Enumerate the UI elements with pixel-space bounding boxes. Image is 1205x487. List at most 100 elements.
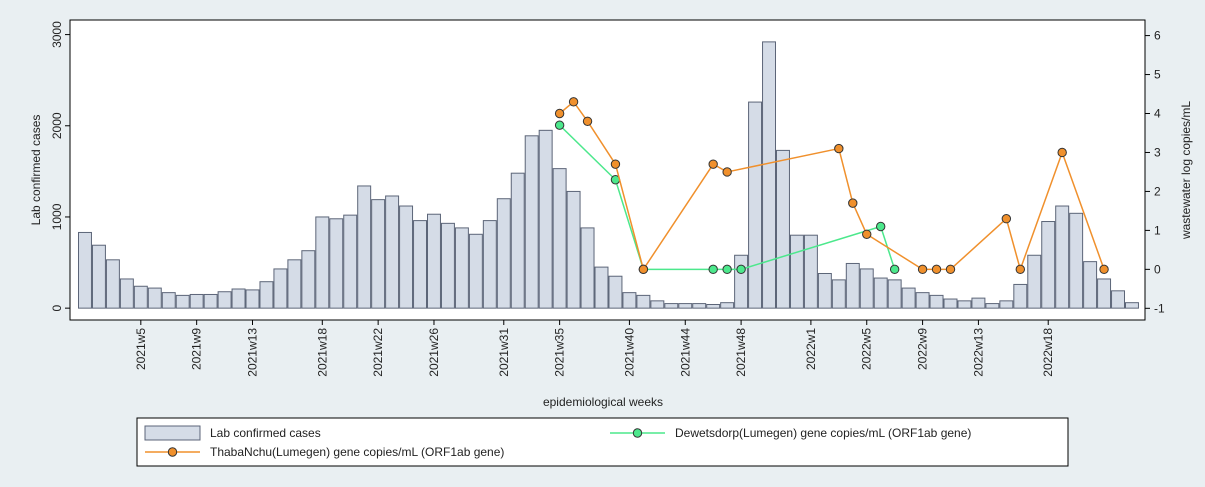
bar: [524, 135, 539, 309]
bar: [622, 292, 637, 309]
bar: [510, 172, 525, 309]
y2-tick-label: 6: [1154, 29, 1161, 43]
bar: [887, 279, 902, 309]
bar: [636, 294, 651, 309]
line-marker: [554, 108, 565, 119]
bar: [343, 214, 358, 309]
line-marker: [638, 264, 649, 275]
bar: [985, 303, 1000, 309]
legend-swatch: [144, 425, 201, 441]
y2-tick-label: 4: [1154, 107, 1161, 121]
line-segment: [1019, 152, 1063, 270]
bar: [748, 101, 763, 309]
bar: [692, 303, 707, 309]
bar: [1125, 302, 1139, 309]
bar: [552, 168, 567, 309]
line-marker: [1099, 264, 1109, 275]
bar: [161, 292, 176, 309]
bar: [427, 213, 441, 309]
line-segment: [726, 147, 839, 173]
bar: [385, 195, 400, 309]
x-tick-label: 2021w31: [497, 328, 511, 377]
bar: [329, 218, 344, 309]
y-axis-title: Lab confirmed cases: [29, 115, 43, 226]
line-marker: [862, 229, 872, 239]
bar: [482, 220, 497, 309]
line-marker: [708, 159, 718, 169]
bar: [608, 275, 623, 309]
y2-tick-label: 0: [1154, 262, 1161, 276]
x-tick-label: 2021w5: [134, 328, 148, 370]
bar: [873, 277, 888, 309]
bar: [1069, 212, 1084, 309]
bar: [217, 291, 232, 309]
bar: [720, 302, 735, 309]
x-tick-label: 2021w22: [371, 328, 385, 377]
y2-tick-label: 5: [1154, 68, 1161, 82]
bar: [301, 250, 316, 309]
bar: [273, 268, 288, 309]
bar: [78, 231, 92, 309]
y2-tick-label: 3: [1154, 145, 1161, 159]
line-marker: [582, 116, 593, 126]
bar: [538, 129, 553, 309]
line-segment: [559, 124, 616, 181]
line-segment: [852, 202, 868, 235]
bar: [845, 262, 860, 309]
line-marker: [722, 167, 732, 177]
bar: [915, 292, 930, 309]
bar: [859, 268, 874, 309]
line-segment: [1005, 218, 1022, 270]
line-marker: [708, 264, 718, 275]
bar: [943, 298, 958, 309]
line-segment: [642, 163, 714, 270]
legend-marker: [632, 428, 643, 438]
bar: [413, 220, 428, 309]
x-tick-label: 2022w13: [971, 328, 985, 377]
y2-axis-title: wastewater log copies/mL: [1179, 101, 1193, 240]
line-segment: [838, 148, 854, 204]
y2-tick-label: -1: [1154, 301, 1165, 315]
bar: [734, 254, 749, 309]
bar: [105, 259, 120, 309]
bar: [91, 244, 106, 309]
bar: [496, 198, 511, 309]
legend: [136, 417, 1069, 467]
bar: [776, 149, 790, 309]
bar: [1027, 254, 1042, 309]
x-tick-label: 2022w18: [1041, 328, 1055, 377]
x-axis-title: epidemiological weeks: [543, 395, 663, 409]
line-marker: [736, 264, 746, 275]
bar: [817, 272, 832, 309]
bar: [706, 303, 721, 309]
bar: [1111, 290, 1126, 309]
bar: [119, 278, 134, 309]
x-tick-label: 2021w44: [678, 328, 692, 377]
line-marker: [722, 264, 732, 275]
line-marker: [931, 264, 942, 275]
y2-tick-label: 1: [1154, 223, 1161, 237]
bar: [678, 303, 693, 309]
x-tick-label: 2021w26: [427, 328, 441, 377]
line-marker: [834, 143, 844, 154]
bar: [287, 259, 302, 309]
line-segment: [740, 225, 881, 271]
line-segment: [614, 163, 645, 270]
y-tick-label: 1000: [50, 203, 64, 230]
bar: [929, 294, 944, 309]
bar: [650, 300, 665, 309]
bar: [315, 216, 330, 309]
bar: [133, 285, 148, 309]
bar: [468, 233, 483, 309]
bar: [371, 199, 386, 309]
line-segment: [866, 233, 923, 270]
line-marker: [876, 221, 886, 232]
line-marker: [945, 264, 956, 275]
bar: [803, 234, 818, 309]
bar: [594, 266, 609, 309]
line-marker: [848, 198, 858, 208]
x-tick-label: 2022w9: [916, 328, 930, 370]
bar: [259, 281, 274, 309]
x-tick-label: 2021w18: [315, 328, 329, 377]
